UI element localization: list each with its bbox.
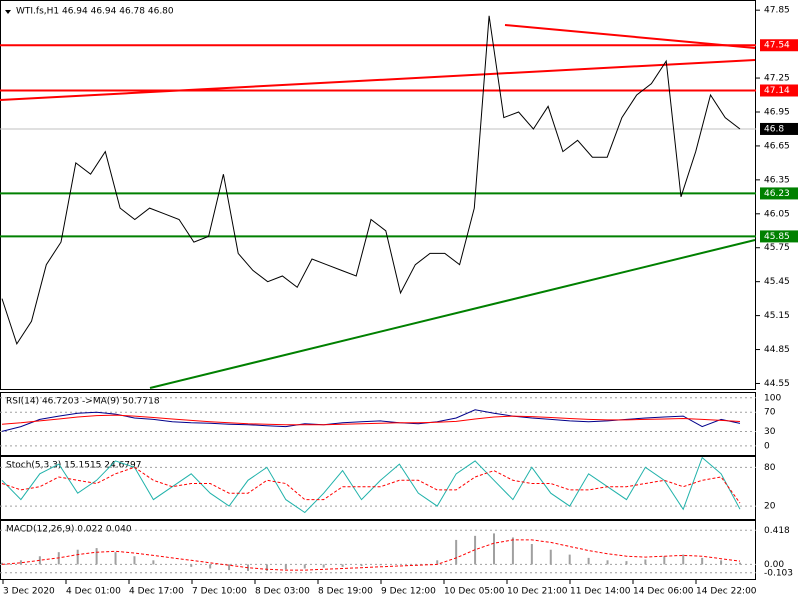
x-tick-label: 7 Dec 10:00 bbox=[192, 587, 247, 597]
series-line bbox=[1, 414, 741, 426]
x-tick-label: 9 Dec 12:00 bbox=[381, 587, 436, 597]
y-tick-label: 45.15 bbox=[764, 311, 790, 321]
y-tick-label: 46.35 bbox=[764, 175, 790, 185]
y-tick-label: -0.103 bbox=[764, 568, 793, 578]
price-label-box bbox=[760, 187, 798, 200]
x-tick-label: 10 Dec 05:00 bbox=[444, 587, 505, 597]
price-label-box bbox=[760, 84, 798, 97]
y-tick-label: 0.418 bbox=[764, 526, 790, 536]
price-label-box bbox=[760, 39, 798, 52]
price-label-box bbox=[760, 230, 798, 243]
series-line bbox=[1, 456, 741, 514]
x-tick-label: 10 Dec 21:00 bbox=[507, 587, 568, 597]
trendline bbox=[149, 239, 756, 389]
price-label: 47.14 bbox=[764, 86, 790, 96]
trendline bbox=[0, 59, 756, 101]
x-tick-label: 14 Dec 22:00 bbox=[696, 587, 757, 597]
menu-arrow[interactable] bbox=[5, 10, 11, 14]
chart-title: WTI.fs,H1 46.94 46.94 46.78 46.80 bbox=[16, 7, 174, 17]
y-tick-label: 80 bbox=[764, 463, 776, 473]
y-tick-label: 45.45 bbox=[764, 277, 790, 287]
y-tick-label: 20 bbox=[764, 502, 776, 512]
series-line bbox=[1, 15, 741, 346]
y-tick-label: 44.85 bbox=[764, 345, 790, 355]
indicator-title: RSI(14) 46.7203 ->MA(9) 50.7718 bbox=[6, 397, 160, 407]
y-tick-label: 30 bbox=[764, 427, 776, 437]
price-label: 46.23 bbox=[764, 189, 790, 199]
x-tick-label: 8 Dec 03:00 bbox=[255, 587, 310, 597]
y-tick-label: 0.00 bbox=[764, 560, 784, 570]
x-tick-label: 8 Dec 19:00 bbox=[318, 587, 373, 597]
y-tick-label: 46.65 bbox=[764, 141, 790, 151]
x-tick-label: 3 Dec 2020 bbox=[3, 587, 55, 597]
y-tick-label: 45.75 bbox=[764, 243, 790, 253]
rsi-frame bbox=[0, 392, 756, 456]
main-frame bbox=[0, 0, 756, 390]
y-tick-label: 70 bbox=[764, 408, 776, 418]
x-tick-label: 4 Dec 01:00 bbox=[66, 587, 121, 597]
y-tick-label: 0 bbox=[764, 441, 770, 451]
macd-frame bbox=[0, 520, 756, 580]
price-label-box bbox=[760, 122, 798, 135]
stoch-frame bbox=[0, 456, 756, 520]
frame bbox=[0, 0, 756, 580]
price-label: 46.8 bbox=[764, 124, 784, 134]
series-line bbox=[1, 539, 741, 571]
price-label: 45.85 bbox=[764, 232, 790, 242]
x-tick-label: 14 Dec 06:00 bbox=[633, 587, 694, 597]
indicator-title: MACD(12,26,9) 0.022 0.040 bbox=[6, 525, 132, 535]
x-tick-label: 11 Dec 14:00 bbox=[570, 587, 631, 597]
y-tick-label: 100 bbox=[764, 393, 781, 403]
price-label: 47.54 bbox=[764, 41, 790, 51]
y-tick-label: 47.85 bbox=[764, 6, 790, 16]
y-tick-label: 46.95 bbox=[764, 107, 790, 117]
series-line bbox=[1, 466, 741, 504]
y-tick-label: 44.55 bbox=[764, 379, 790, 389]
y-tick-label: 47.25 bbox=[764, 74, 790, 84]
indicator-title: Stoch(5,3,3) 15.1515 24.6797 bbox=[6, 461, 141, 471]
x-tick-label: 4 Dec 17:00 bbox=[129, 587, 184, 597]
trendline bbox=[504, 24, 756, 49]
y-tick-label: 46.05 bbox=[764, 209, 790, 219]
